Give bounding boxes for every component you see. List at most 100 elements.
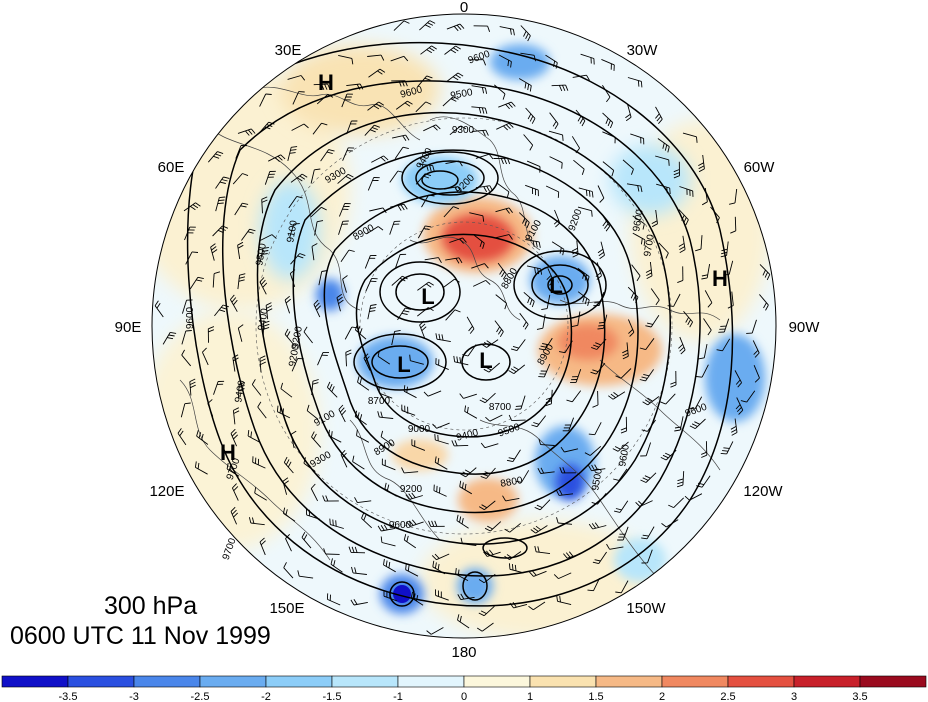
wind-barb-feather: [348, 546, 352, 553]
wind-barb-feather: [271, 234, 277, 239]
wind-barb: [366, 226, 379, 235]
wind-barb-feather: [592, 561, 599, 565]
wind-barb-feather: [403, 534, 407, 541]
wind-barb: [734, 370, 742, 383]
lon-label-0: 0: [460, 0, 468, 16]
wind-barb: [759, 264, 771, 275]
wind-barb-feather: [480, 442, 486, 448]
wind-barb: [646, 526, 655, 540]
wind-barb: [499, 26, 514, 30]
wind-barb-feather: [338, 404, 344, 410]
wind-barb-feather: [696, 485, 703, 488]
wind-barb-feather: [333, 560, 336, 567]
wind-barb-feather: [403, 385, 406, 392]
wind-barb-feather: [233, 357, 239, 362]
wind-barb: [342, 278, 347, 293]
wind-barb-feather: [485, 416, 491, 422]
wind-barb-feather: [599, 254, 605, 260]
wind-barb-feather: [195, 202, 201, 207]
lon-label-150e: 150E: [269, 600, 304, 617]
contour-label: 9600: [185, 306, 196, 329]
pressure-center-h-europe: H: [318, 70, 334, 95]
wind-barb-feather: [250, 128, 256, 134]
wind-barb: [313, 83, 328, 86]
wind-barb-feather: [529, 571, 534, 577]
wind-barb: [746, 390, 756, 403]
wind-barb-feather: [680, 349, 686, 355]
colorbar-swatch: [661, 675, 729, 688]
wind-barb-feather: [562, 134, 564, 141]
wind-barb-feather: [202, 347, 207, 353]
wind-barb-feather: [504, 303, 508, 310]
wind-barb: [630, 133, 644, 139]
wind-barb-feather: [499, 269, 504, 275]
wind-barb-feather: [696, 136, 698, 143]
wind-barb: [650, 315, 660, 328]
wind-barb-feather: [424, 24, 431, 28]
wind-barb: [284, 334, 295, 346]
wind-barb-feather: [459, 615, 462, 622]
wind-barb: [290, 434, 295, 449]
contour-label: 9200: [287, 343, 302, 367]
wind-barb: [280, 388, 293, 398]
wind-barb-feather: [585, 189, 588, 196]
wind-barb-feather: [276, 405, 279, 412]
wind-barb-feather: [598, 321, 605, 324]
wind-barb-feather: [403, 20, 410, 24]
wind-barb-feather: [638, 500, 644, 506]
wind-barb-feather: [508, 122, 514, 128]
wind-barb-feather: [265, 302, 272, 306]
wind-barb: [404, 471, 419, 474]
wind-barb-feather: [678, 343, 684, 349]
wind-barb: [306, 514, 321, 520]
wind-barb-feather: [525, 33, 529, 40]
wind-barb-feather: [722, 450, 729, 452]
contour-label: 9100: [285, 219, 300, 243]
wind-barb-feather: [260, 540, 266, 546]
wind-barb-feather: [506, 459, 513, 463]
wind-barb-feather: [622, 349, 628, 354]
wind-barb-feather: [487, 525, 493, 530]
wind-barb: [559, 493, 574, 496]
wind-barb: [283, 513, 296, 522]
colorbar-swatch: [67, 675, 135, 688]
wind-barb-feather: [341, 452, 347, 458]
wind-barb-feather: [707, 329, 712, 336]
wind-barb-feather: [351, 546, 355, 553]
wind-barb-feather: [194, 461, 197, 468]
wind-barb-feather: [383, 155, 389, 161]
wind-barb: [367, 54, 382, 57]
wind-barb: [259, 121, 270, 133]
wind-barb: [471, 106, 486, 109]
pressure-center-l-canada: L: [549, 273, 562, 298]
wind-barb-feather: [380, 156, 386, 162]
wind-barb-feather: [460, 473, 466, 478]
wind-barb: [626, 103, 632, 118]
wind-barb-feather: [615, 375, 622, 379]
wind-barb: [259, 248, 264, 263]
wind-barb-feather: [380, 54, 385, 61]
wind-barb: [262, 323, 265, 338]
wind-barb: [673, 293, 681, 307]
wind-barb: [542, 314, 546, 329]
wind-barb-feather: [454, 440, 458, 446]
wind-barb-feather: [405, 494, 410, 500]
wind-barb: [722, 338, 731, 352]
wind-barb-feather: [582, 272, 585, 279]
wind-barb-feather: [359, 378, 362, 385]
wind-barb: [627, 319, 635, 333]
wind-barb-feather: [635, 501, 641, 507]
wind-barb: [655, 155, 669, 161]
wind-barb-feather: [484, 87, 488, 94]
wind-barb-feather: [707, 302, 713, 308]
wind-barb: [549, 112, 559, 125]
wind-barb-feather: [191, 251, 199, 253]
wind-barb: [620, 580, 629, 594]
wind-barb: [557, 600, 572, 606]
wind-barb-feather: [681, 215, 685, 221]
wind-barb: [327, 386, 338, 398]
wind-barb-feather: [247, 430, 250, 437]
wind-barb-feather: [720, 251, 728, 255]
wind-barb-feather: [735, 379, 741, 385]
wind-barb: [417, 281, 429, 291]
